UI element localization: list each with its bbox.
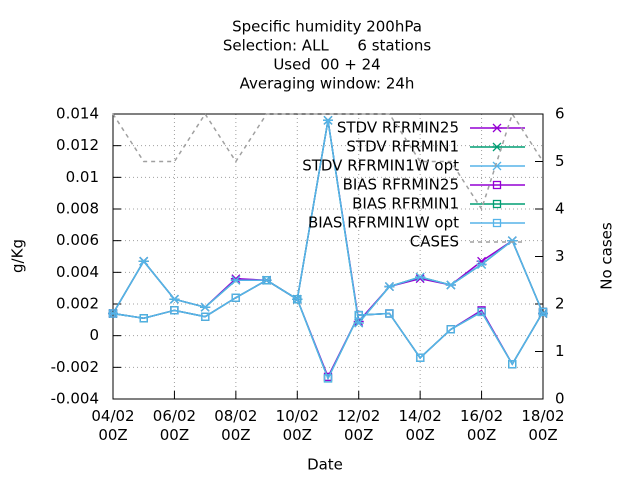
marker <box>139 314 148 323</box>
legend-label: STDV RFRMIN1 <box>346 138 459 156</box>
marker <box>138 256 149 266</box>
marker <box>507 236 518 246</box>
y2-axis-label: No cases <box>598 222 616 290</box>
x-tick-label: 18/02 00Z <box>521 407 565 444</box>
legend-label: BIAS RFRMIN1 <box>352 195 459 213</box>
marker <box>476 259 487 269</box>
y2-tick-label: 2 <box>555 295 565 313</box>
chart-title: Averaging window: 24h <box>240 75 415 93</box>
y-axis-label: g/Kg <box>9 239 27 273</box>
x-tick-label: 10/02 00Z <box>275 407 319 444</box>
marker <box>492 161 502 171</box>
marker <box>477 307 486 317</box>
y2-tick-label: 0 <box>555 390 565 408</box>
marker <box>446 325 456 334</box>
marker <box>170 306 179 315</box>
marker <box>169 294 180 304</box>
marker <box>538 307 548 317</box>
x-tick-label: 04/02 00Z <box>91 407 135 444</box>
series-line <box>112 279 544 381</box>
y-tick-label: -0.002 <box>51 358 99 376</box>
legend-label: BIAS RFRMIN1W opt <box>308 214 459 232</box>
x-axis-label: Date <box>307 456 343 474</box>
marker <box>492 218 502 228</box>
legend-label: BIAS RFRMIN25 <box>343 176 459 194</box>
marker <box>230 275 241 285</box>
marker <box>492 123 502 133</box>
marker <box>323 115 333 125</box>
chart-title: Selection: ALL 6 stations <box>223 37 431 55</box>
x-tick-label: 06/02 00Z <box>152 407 197 444</box>
marker <box>200 312 210 321</box>
y-tick-label: 0.014 <box>56 105 99 123</box>
y-tick-label: 0.002 <box>56 295 99 313</box>
y-tick-label: 0.01 <box>66 168 99 186</box>
y-tick-label: 0.008 <box>56 200 99 218</box>
series-line <box>112 279 544 381</box>
marker <box>415 353 425 362</box>
x-tick-label: 08/02 00Z <box>214 407 258 444</box>
marker <box>293 295 302 304</box>
x-tick-label: 16/02 00Z <box>459 407 504 444</box>
marker <box>231 293 241 302</box>
y2-tick-label: 5 <box>555 152 565 170</box>
y2-tick-label: 6 <box>555 105 565 123</box>
marker <box>492 199 502 209</box>
y2-tick-label: 1 <box>555 342 565 360</box>
x-tick-label: 12/02 00Z <box>337 407 381 444</box>
chart-title: Used 00 + 24 <box>273 56 380 74</box>
marker <box>385 309 394 318</box>
marker <box>262 276 271 285</box>
y-tick-label: 0.004 <box>56 263 99 281</box>
y-tick-label: 0 <box>89 326 99 344</box>
marker <box>445 280 456 290</box>
legend-label: STDV RFRMIN1W opt <box>302 157 459 175</box>
marker <box>508 360 517 369</box>
marker <box>108 309 118 318</box>
y-tick-label: 0.012 <box>56 136 99 154</box>
marker <box>323 374 333 383</box>
marker <box>415 272 426 282</box>
marker <box>354 310 363 320</box>
chart-title: Specific humidity 200hPa <box>232 18 422 36</box>
x-tick-label: 14/02 00Z <box>398 407 442 444</box>
y2-tick-label: 4 <box>555 200 565 218</box>
y2-tick-label: 3 <box>555 247 565 265</box>
y-tick-label: -0.004 <box>51 390 99 408</box>
series-line <box>112 279 544 379</box>
marker <box>384 282 395 292</box>
legend-label: CASES <box>410 233 459 251</box>
marker <box>200 302 211 312</box>
marker <box>492 142 502 152</box>
y-tick-label: 0.006 <box>56 231 99 249</box>
marker <box>230 274 241 284</box>
marker <box>492 180 502 190</box>
plot-frame <box>112 113 544 400</box>
series-line <box>112 112 544 211</box>
